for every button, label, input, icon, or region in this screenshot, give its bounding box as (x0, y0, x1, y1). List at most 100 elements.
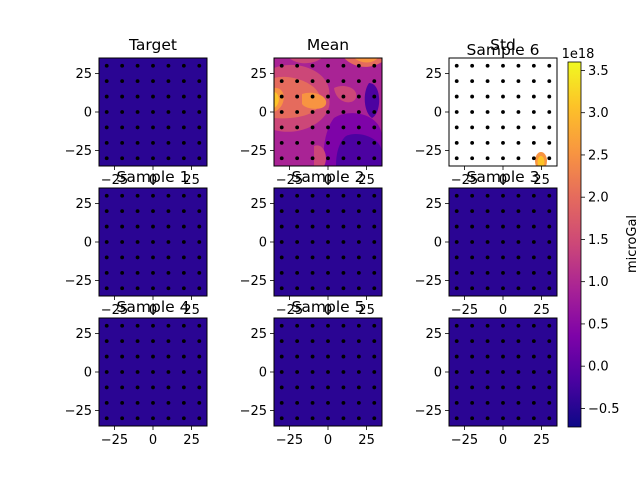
station-dot (501, 255, 505, 260)
station-dot (181, 140, 186, 145)
station-dot (181, 400, 186, 405)
station-dot (326, 110, 330, 114)
station-dot (166, 400, 171, 405)
station-dot (197, 63, 202, 68)
station-dot (120, 323, 125, 328)
x-tick-label: 0 (149, 303, 157, 318)
station-dot (135, 63, 140, 68)
station-dot (135, 400, 140, 405)
y-tick-label: 0 (434, 366, 442, 381)
station-dot (295, 94, 300, 99)
station-dot (166, 140, 171, 145)
x-tick-label: 0 (499, 303, 507, 318)
station-dot (120, 400, 125, 405)
station-dot (151, 193, 155, 198)
station-dot (181, 209, 186, 214)
station-dot (372, 370, 377, 374)
y-tick-label: 25 (250, 327, 267, 342)
station-dot (310, 94, 315, 99)
colorbar-tick-label: 1.0 (588, 275, 609, 290)
station-dot (356, 385, 361, 390)
station-dot (372, 125, 377, 130)
station-dot (104, 79, 109, 84)
station-dot (372, 193, 377, 198)
station-dots (454, 193, 552, 291)
station-dot (470, 140, 475, 145)
station-dot (197, 125, 202, 130)
station-dot (181, 370, 186, 374)
station-dot (279, 385, 284, 390)
station-dot (151, 339, 155, 344)
station-dot (279, 125, 284, 130)
station-dot (104, 323, 109, 328)
station-dot (372, 270, 377, 275)
station-dot (104, 193, 109, 198)
station-dot (547, 224, 552, 229)
station-dot (356, 224, 361, 229)
station-dot (356, 323, 361, 328)
station-dot (135, 224, 140, 229)
station-dot (547, 323, 552, 328)
station-dot (454, 110, 459, 114)
station-dot (279, 354, 284, 359)
station-dot (470, 193, 475, 198)
station-dot (531, 209, 536, 214)
station-dot (470, 400, 475, 405)
station-dot (279, 339, 284, 344)
station-dot (279, 193, 284, 198)
x-tick-label: 25 (358, 303, 375, 318)
station-dot (120, 63, 125, 68)
station-dot (454, 63, 459, 68)
station-dot (356, 140, 361, 145)
station-dot (372, 224, 377, 229)
colorbar-gradient (568, 62, 581, 427)
station-dot (166, 125, 171, 130)
station-dot (120, 125, 125, 130)
station-dot (326, 63, 330, 68)
station-dot (372, 156, 377, 161)
station-dot (501, 156, 505, 161)
station-dot (372, 63, 377, 68)
x-tick-label: 25 (183, 173, 200, 188)
station-dot (516, 156, 521, 161)
station-dot (516, 224, 521, 229)
station-dot (181, 224, 186, 229)
x-tick-label: 25 (183, 433, 200, 448)
station-dot (295, 110, 300, 114)
station-dot (454, 125, 459, 130)
station-dot (120, 193, 125, 198)
y-tick-label: 25 (75, 327, 92, 342)
colorbar-tick-label: 3.0 (588, 106, 609, 121)
station-dot (181, 240, 186, 244)
station-dot (501, 79, 505, 84)
y-tick-label: 25 (75, 67, 92, 82)
station-dot (516, 339, 521, 344)
station-dot (197, 255, 202, 260)
x-tick-label: 0 (149, 433, 157, 448)
station-dot (356, 209, 361, 214)
station-dot (310, 354, 315, 359)
x-tick-label: −25 (451, 173, 478, 188)
x-tick-label: −25 (101, 433, 128, 448)
station-dot (135, 385, 140, 390)
x-tick-label: −25 (276, 173, 303, 188)
station-dot (356, 79, 361, 84)
station-dot (454, 286, 459, 291)
station-dot (151, 255, 155, 260)
y-tick-label: 0 (84, 366, 92, 381)
station-dot (485, 339, 490, 344)
station-dot (531, 240, 536, 244)
station-dot (470, 209, 475, 214)
station-dot (120, 140, 125, 145)
station-dot (531, 193, 536, 198)
station-dot (279, 255, 284, 260)
station-dot (372, 79, 377, 84)
station-dot (485, 193, 490, 198)
station-dot (516, 110, 521, 114)
station-dot (120, 416, 125, 421)
station-dot (516, 125, 521, 130)
station-dot (501, 209, 505, 214)
station-dot (326, 193, 330, 198)
